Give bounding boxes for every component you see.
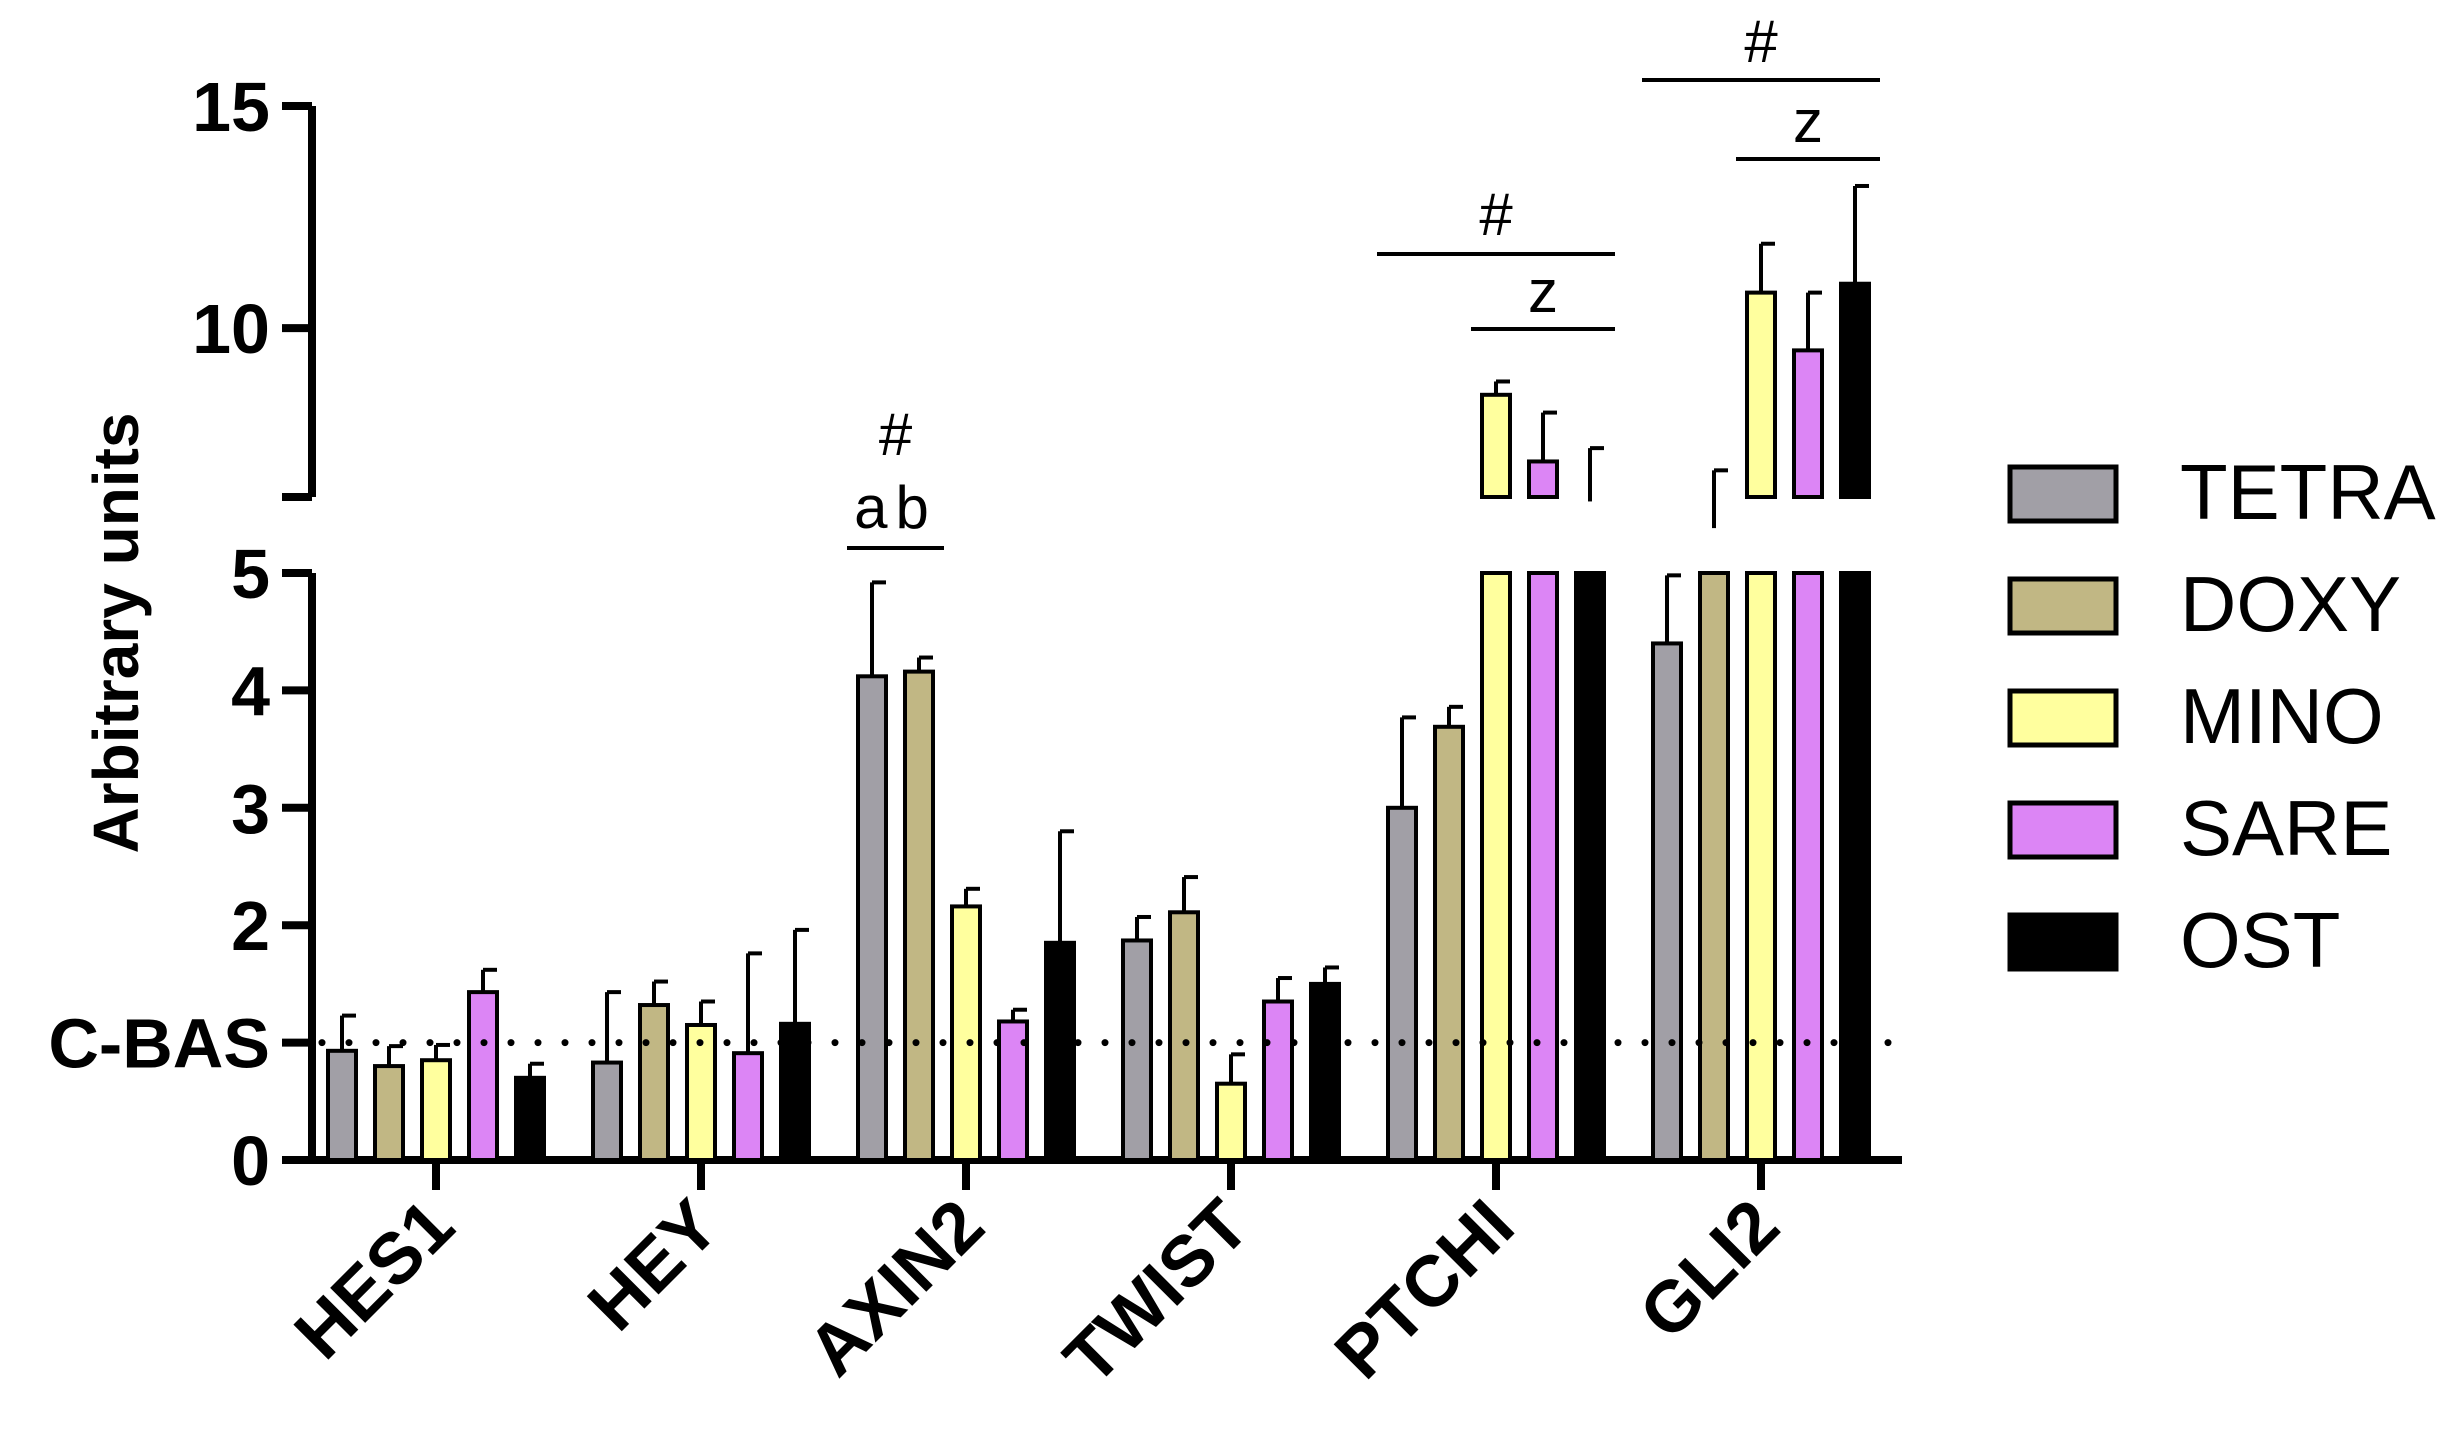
legend-swatch-doxy	[2007, 576, 2119, 636]
bar-hes1-tetra	[326, 1048, 358, 1162]
bar-twist-ost	[1309, 981, 1341, 1163]
annotation-text-gli2-5: z	[1793, 88, 1823, 155]
bar-gli2-ost-upper	[1839, 281, 1871, 499]
annotation-text-gli2-4: #	[1744, 8, 1778, 75]
baseline-label: C-BAS	[48, 1005, 270, 1083]
bar-axin2-ost	[1044, 940, 1076, 1162]
legend-label-tetra: TETRA	[2180, 448, 2436, 536]
bar-hey-ost	[779, 1021, 811, 1162]
x-label-ptchi: PTCHI	[1320, 1185, 1529, 1394]
legend-swatch-ost	[2007, 912, 2119, 972]
bar-ptchi-mino-upper	[1480, 392, 1512, 500]
bar-twist-doxy	[1168, 910, 1200, 1163]
y-tick-label-10: 10	[192, 290, 270, 368]
x-label-hey: HEY	[573, 1185, 734, 1346]
bar-gli2-sare-upper	[1792, 348, 1824, 499]
x-axis: HES1 HEY AXIN2 TWIST PTCHI GLI2	[280, 1156, 1902, 1400]
bar-gli2-mino	[1745, 571, 1777, 1162]
y-tick-label-5: 5	[231, 535, 270, 613]
bar-gli2-ost	[1839, 571, 1871, 1162]
bar-hes1-ost	[514, 1075, 546, 1162]
y-tick-label-4: 4	[231, 652, 270, 730]
bar-gli2-sare	[1792, 571, 1824, 1162]
legend-label-mino: MINO	[2180, 672, 2384, 760]
bar-ptchi-sare	[1527, 571, 1559, 1162]
bar-ptchi-doxy	[1433, 724, 1465, 1162]
bar-hes1-mino	[420, 1058, 452, 1162]
y-axis: 0 2 3 4 5 C-BAS 10 15	[48, 68, 316, 1200]
legend-label-ost: OST	[2180, 896, 2340, 984]
annotation-text-ptchi-3: z	[1528, 258, 1558, 325]
legend-swatch-mino	[2007, 688, 2119, 748]
bar-gli2-tetra	[1651, 641, 1683, 1162]
annotations-layer: #ab#z#z	[847, 8, 1880, 550]
legend-label-doxy: DOXY	[2180, 560, 2401, 648]
legend-swatch-tetra	[2007, 464, 2119, 524]
y-tick-label-0: 0	[231, 1122, 270, 1200]
legend-label-sare: SARE	[2180, 784, 2392, 872]
bar-ptchi-mino	[1480, 571, 1512, 1162]
annotation-text-ptchi-2: #	[1479, 181, 1513, 248]
bar-axin2-tetra	[856, 674, 888, 1162]
bar-ptchi-tetra	[1386, 805, 1418, 1162]
legend: TETRA DOXY MINO SARE OST	[2007, 448, 2436, 984]
x-label-twist: TWIST	[1049, 1185, 1264, 1400]
y-tick-label-15: 15	[192, 68, 270, 146]
bar-ptchi-ost	[1574, 571, 1606, 1162]
bar-hes1-sare	[467, 990, 499, 1162]
bar-hey-tetra	[591, 1060, 623, 1162]
x-label-gli2: GLI2	[1625, 1185, 1795, 1355]
y-axis-title: Arbitrary units	[80, 413, 152, 854]
bar-gli2-mino-upper	[1745, 290, 1777, 500]
bar-axin2-doxy	[903, 669, 935, 1163]
bar-twist-tetra	[1121, 938, 1153, 1162]
bar-hey-doxy	[638, 1003, 670, 1162]
annotation-text-axin2-0: #	[879, 401, 913, 468]
bar-twist-mino	[1215, 1081, 1247, 1162]
bar-twist-sare	[1262, 999, 1294, 1163]
y-tick-label-3: 3	[231, 770, 270, 848]
x-label-axin2: AXIN2	[793, 1185, 1000, 1392]
bars-layer	[326, 183, 1871, 1163]
annotation-text-axin2-1: ab	[854, 474, 937, 541]
y-tick-label-2: 2	[231, 887, 270, 965]
bar-hes1-doxy	[373, 1064, 405, 1162]
bar-hey-sare	[732, 1051, 764, 1163]
bar-gli2-doxy	[1698, 571, 1730, 1162]
x-label-hes1: HES1	[280, 1185, 470, 1375]
bar-ptchi-sare-upper	[1527, 459, 1559, 500]
bar-axin2-mino	[950, 904, 982, 1163]
legend-swatch-sare	[2007, 800, 2119, 860]
